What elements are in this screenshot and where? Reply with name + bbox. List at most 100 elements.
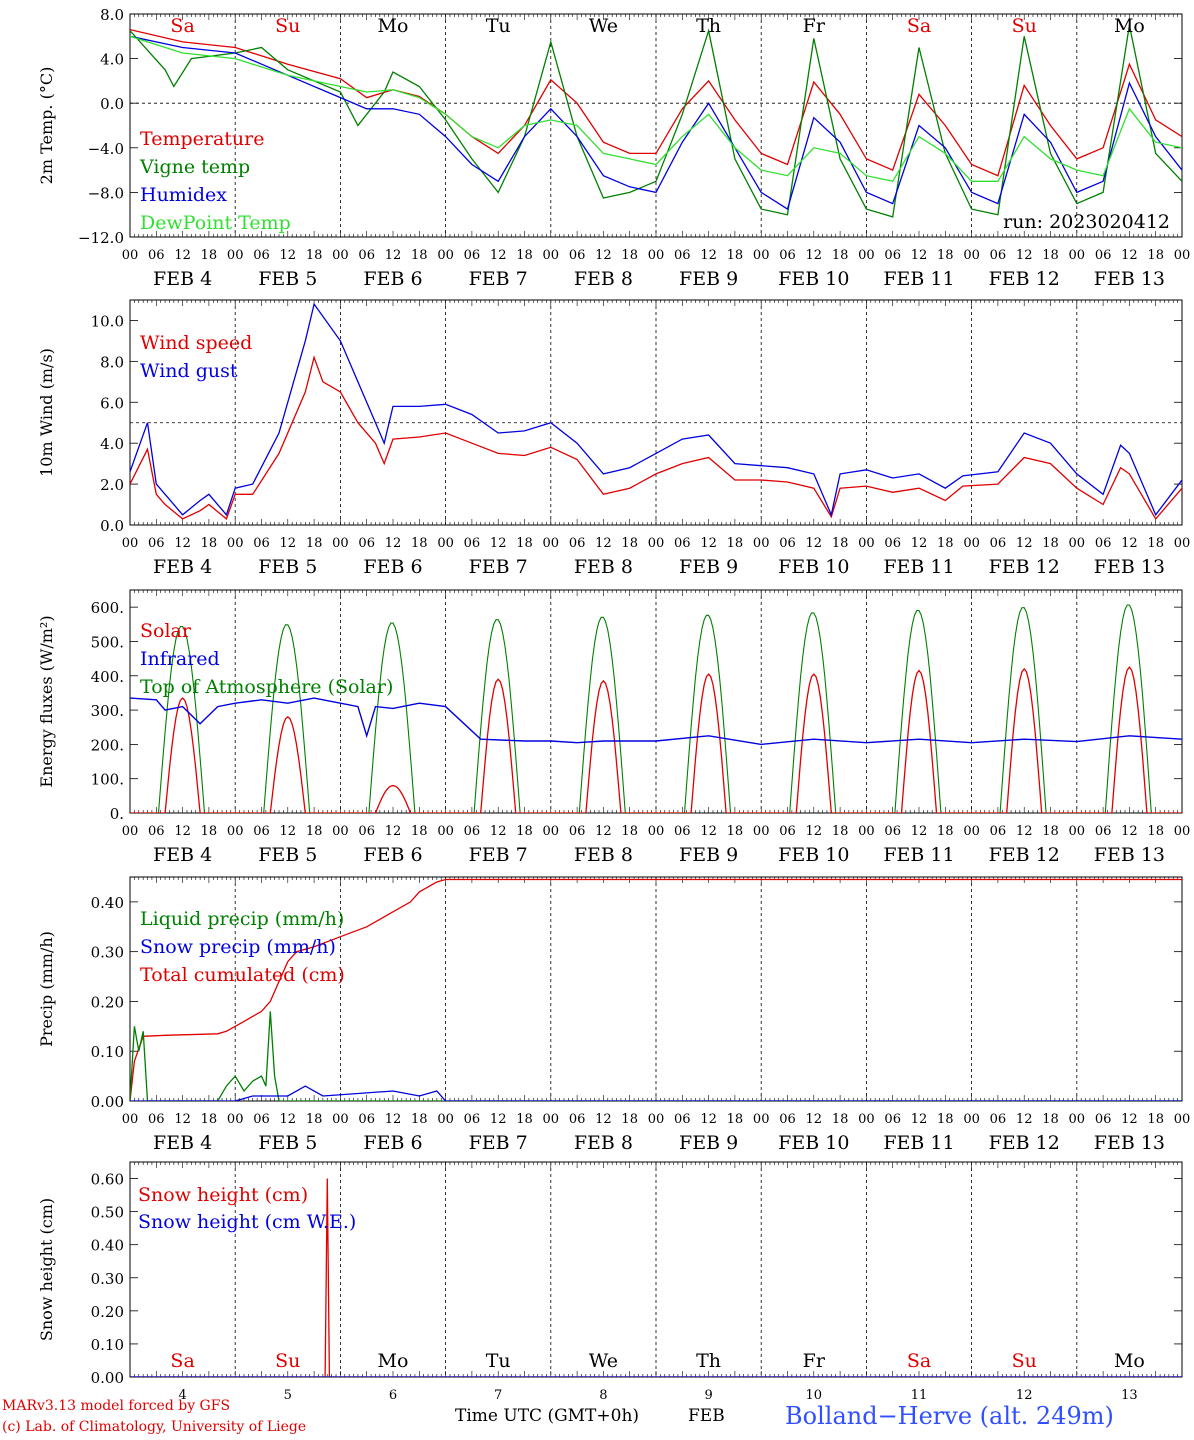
y-tick-label: 4.0 — [100, 51, 124, 69]
hour-label: 12 — [385, 1112, 402, 1127]
date-label: FEB 4 — [153, 844, 212, 866]
hour-label: 18 — [937, 824, 954, 839]
hour-label: 00 — [122, 1112, 139, 1127]
date-label: FEB 8 — [574, 268, 633, 290]
hour-label: 00 — [122, 824, 139, 839]
legend-entry: Temperature — [140, 128, 264, 150]
hour-label: 06 — [990, 824, 1007, 839]
hour-label: 12 — [174, 1112, 191, 1127]
date-label: FEB 8 — [574, 844, 633, 866]
y-tick-label: 200. — [91, 736, 124, 754]
y-tick-label: −8.0 — [88, 184, 124, 202]
y-tick-label: 0.10 — [91, 1043, 124, 1061]
hour-label: 00 — [753, 824, 770, 839]
y-axis-label: Precip (mm/h) — [37, 931, 56, 1047]
hour-label: 06 — [674, 1112, 691, 1127]
series-group — [130, 878, 1182, 1101]
y-tick-label: 0.30 — [91, 944, 124, 962]
panel-frame-2 — [129, 589, 1183, 814]
day-label: Sa — [170, 15, 194, 37]
date-label: FEB 5 — [258, 1132, 317, 1154]
y-tick-label: 0.10 — [91, 1336, 124, 1354]
y-tick-label: −12.0 — [78, 229, 124, 247]
y-axis-label: Energy fluxes (W/m²) — [37, 615, 56, 787]
y-tick-label: 6.0 — [100, 394, 124, 412]
date-label: FEB 10 — [778, 1132, 849, 1154]
series-line-wind-gust — [130, 302, 1182, 517]
legend-entry: DewPoint Temp — [140, 212, 291, 234]
hour-label: 12 — [280, 824, 297, 839]
hour-label: 06 — [674, 248, 691, 263]
hour-label: 00 — [963, 248, 980, 263]
hour-label: 18 — [621, 248, 638, 263]
day-label-bottom: Su — [1012, 1350, 1037, 1372]
date-label: FEB 10 — [778, 268, 849, 290]
xaxis-month: FEB — [688, 1406, 725, 1426]
legend-entry: Top of Atmosphere (Solar) — [140, 676, 393, 698]
date-label: FEB 12 — [989, 844, 1060, 866]
day-number: 7 — [494, 1388, 502, 1403]
hour-label: 06 — [464, 1112, 481, 1127]
date-label: FEB 10 — [778, 556, 849, 578]
hour-label: 00 — [963, 1112, 980, 1127]
hour-label: 06 — [779, 536, 796, 551]
date-label: FEB 11 — [883, 1132, 954, 1154]
date-label: FEB 13 — [1094, 844, 1165, 866]
day-number: 5 — [284, 1388, 292, 1403]
y-tick-label: 0.50 — [91, 1204, 124, 1222]
hour-label: 00 — [332, 536, 349, 551]
hour-label: 12 — [595, 824, 612, 839]
y-tick-label: 0.40 — [91, 1237, 124, 1255]
y-tick-label: 0.20 — [91, 993, 124, 1011]
hour-label: 18 — [1042, 1112, 1059, 1127]
y-tick-label: 8.0 — [100, 6, 124, 24]
hour-label: 18 — [727, 536, 744, 551]
day-number: 6 — [389, 1388, 397, 1403]
hour-label: 12 — [911, 536, 928, 551]
solar-line — [130, 666, 1182, 813]
y-tick-label: 400. — [91, 668, 124, 686]
copyright-credit: (c) Lab. of Climatology, University of L… — [2, 1419, 307, 1435]
date-label: FEB 10 — [778, 844, 849, 866]
hour-label: 18 — [727, 1112, 744, 1127]
hour-label: 18 — [621, 824, 638, 839]
hour-label: 12 — [1016, 248, 1033, 263]
date-label: FEB 9 — [679, 1132, 738, 1154]
hour-label: 06 — [779, 1112, 796, 1127]
y-tick-label: 0.00 — [91, 1369, 124, 1387]
hour-label: 12 — [1121, 1112, 1138, 1127]
hour-label: 00 — [437, 824, 454, 839]
hour-label-end: 00 — [1174, 536, 1191, 551]
hour-label: 06 — [253, 536, 270, 551]
day-label: Su — [1012, 15, 1037, 37]
y-tick-label: 300. — [91, 702, 124, 720]
xaxis-title: Time UTC (GMT+0h) — [455, 1406, 640, 1426]
hour-label: 12 — [1016, 536, 1033, 551]
day-label: Su — [275, 15, 300, 37]
y-tick-label: 0.0 — [100, 95, 124, 113]
hour-label: 18 — [306, 248, 323, 263]
series-line-dewpoint-temp — [130, 35, 1182, 183]
series-line-humidex — [130, 35, 1182, 211]
legend-entry: Total cumulated (cm) — [140, 964, 345, 986]
hour-label: 00 — [1069, 248, 1086, 263]
series-line-wind-speed — [130, 355, 1182, 521]
hour-label: 06 — [1095, 536, 1112, 551]
hour-label: 18 — [937, 536, 954, 551]
hour-label: 00 — [753, 536, 770, 551]
hour-label: 06 — [358, 1112, 375, 1127]
hour-label: 00 — [122, 248, 139, 263]
day-label-bottom: We — [589, 1350, 618, 1372]
hour-label: 00 — [648, 248, 665, 263]
hour-label: 00 — [543, 536, 560, 551]
day-label: Tu — [486, 15, 511, 37]
hour-label: 00 — [648, 536, 665, 551]
hour-label: 18 — [832, 536, 849, 551]
legend-entry: Wind gust — [140, 360, 238, 382]
hour-label: 00 — [437, 536, 454, 551]
hour-label: 12 — [1121, 248, 1138, 263]
hour-label: 12 — [280, 248, 297, 263]
hour-label: 12 — [490, 1112, 507, 1127]
hour-label: 06 — [884, 1112, 901, 1127]
hour-label: 00 — [332, 824, 349, 839]
